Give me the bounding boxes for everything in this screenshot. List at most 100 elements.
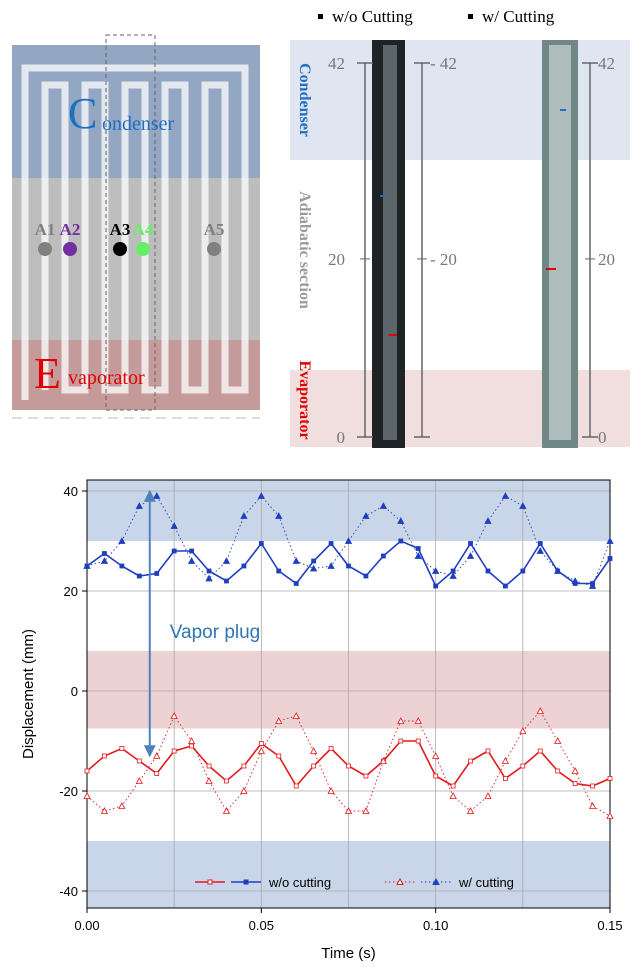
data-point — [433, 773, 439, 779]
legend-marker — [468, 14, 473, 19]
data-point — [554, 737, 562, 744]
data-point — [275, 512, 283, 519]
scale-label: 0 — [337, 428, 346, 447]
data-point — [136, 758, 142, 764]
serpentine-channel — [21, 64, 249, 400]
data-point — [606, 812, 614, 819]
measure-point — [207, 242, 221, 256]
data-point — [555, 768, 561, 774]
legend-marker — [396, 877, 404, 885]
data-point — [222, 557, 231, 564]
data-point — [362, 807, 370, 814]
data-point — [311, 763, 317, 769]
data-point — [119, 563, 125, 569]
data-point — [571, 577, 579, 584]
data-point — [206, 568, 212, 574]
evaporator-initial: E — [34, 349, 61, 398]
data-point — [275, 717, 283, 724]
data-point — [293, 783, 299, 789]
data-point — [170, 522, 178, 529]
data-point — [102, 551, 107, 556]
x-tick-label: 0.05 — [249, 918, 274, 933]
measure-point — [38, 242, 52, 256]
data-point — [590, 783, 595, 789]
cut-region — [105, 34, 156, 411]
data-point — [257, 492, 266, 499]
data-point — [118, 802, 126, 809]
data-point — [222, 807, 231, 814]
x-tick-label: 0.10 — [423, 918, 448, 933]
annotation: Vapor plug — [170, 622, 261, 643]
data-point — [501, 757, 510, 764]
y-tick-label: -20 — [59, 784, 78, 799]
legend-label: w/ Cutting — [482, 7, 555, 26]
data-point — [328, 746, 334, 751]
point-label: A1 — [35, 220, 56, 239]
data-point — [258, 541, 264, 546]
data-point — [415, 738, 421, 744]
y-tick-label: 0 — [71, 684, 78, 699]
data-point — [100, 557, 109, 564]
data-point — [135, 777, 143, 784]
scale-label: 42 — [328, 54, 345, 73]
legend-marker — [432, 877, 440, 885]
data-point — [327, 787, 335, 794]
data-point — [136, 573, 142, 579]
legend-label: w/ cutting — [458, 875, 514, 890]
data-point — [171, 548, 177, 554]
data-point — [414, 552, 422, 559]
measure-point — [113, 242, 127, 256]
data-point — [362, 512, 370, 519]
data-point — [153, 752, 161, 759]
data-point — [379, 502, 388, 509]
data-point — [537, 748, 543, 754]
plot-frame — [86, 479, 611, 909]
y-tick-label: -40 — [59, 884, 78, 899]
data-point — [397, 517, 405, 524]
data-point — [187, 737, 196, 744]
data-point — [258, 741, 264, 746]
legend-label: w/o cutting — [268, 875, 331, 890]
data-point — [240, 512, 248, 519]
data-point — [468, 541, 473, 546]
data-point — [484, 517, 492, 524]
point-label: A5 — [204, 220, 225, 239]
data-point — [398, 538, 404, 544]
chart: 0.00 0.05 0.10 0.15 40 20 0 -20 -40 Time (s) Displ… — [20, 479, 623, 962]
legend-marker — [243, 879, 249, 885]
evaporator-label: vaporator — [68, 367, 145, 389]
data-point — [328, 541, 334, 546]
scale-label: 42 — [598, 54, 615, 73]
x-axis-title: Time (s) — [321, 945, 375, 962]
point-label: A4 — [133, 220, 154, 239]
data-point — [519, 502, 527, 509]
data-point — [170, 712, 178, 719]
section-label: Condenser — [296, 63, 313, 137]
data-point — [102, 753, 107, 759]
data-point — [466, 807, 475, 814]
scale-label: 0 — [598, 428, 607, 447]
data-point — [398, 738, 404, 744]
data-point — [327, 562, 335, 569]
data-point — [433, 583, 439, 589]
scale-label: 20 — [328, 250, 345, 269]
data-point — [607, 776, 613, 781]
data-point — [554, 567, 562, 574]
point-label: A2 — [60, 220, 81, 239]
data-point — [536, 707, 544, 714]
data-point — [309, 564, 318, 572]
data-point — [257, 747, 266, 754]
data-point — [380, 553, 386, 559]
data-point — [363, 773, 369, 779]
data-point — [520, 763, 526, 769]
x-tick-label: 0.00 — [74, 918, 99, 933]
legend-marker — [318, 14, 323, 19]
data-point — [240, 787, 248, 794]
data-point — [450, 783, 456, 789]
data-point — [501, 492, 510, 499]
data-point — [588, 582, 597, 589]
data-point — [100, 807, 109, 814]
data-point — [205, 777, 213, 784]
data-point — [189, 548, 195, 554]
data-point — [189, 743, 195, 749]
